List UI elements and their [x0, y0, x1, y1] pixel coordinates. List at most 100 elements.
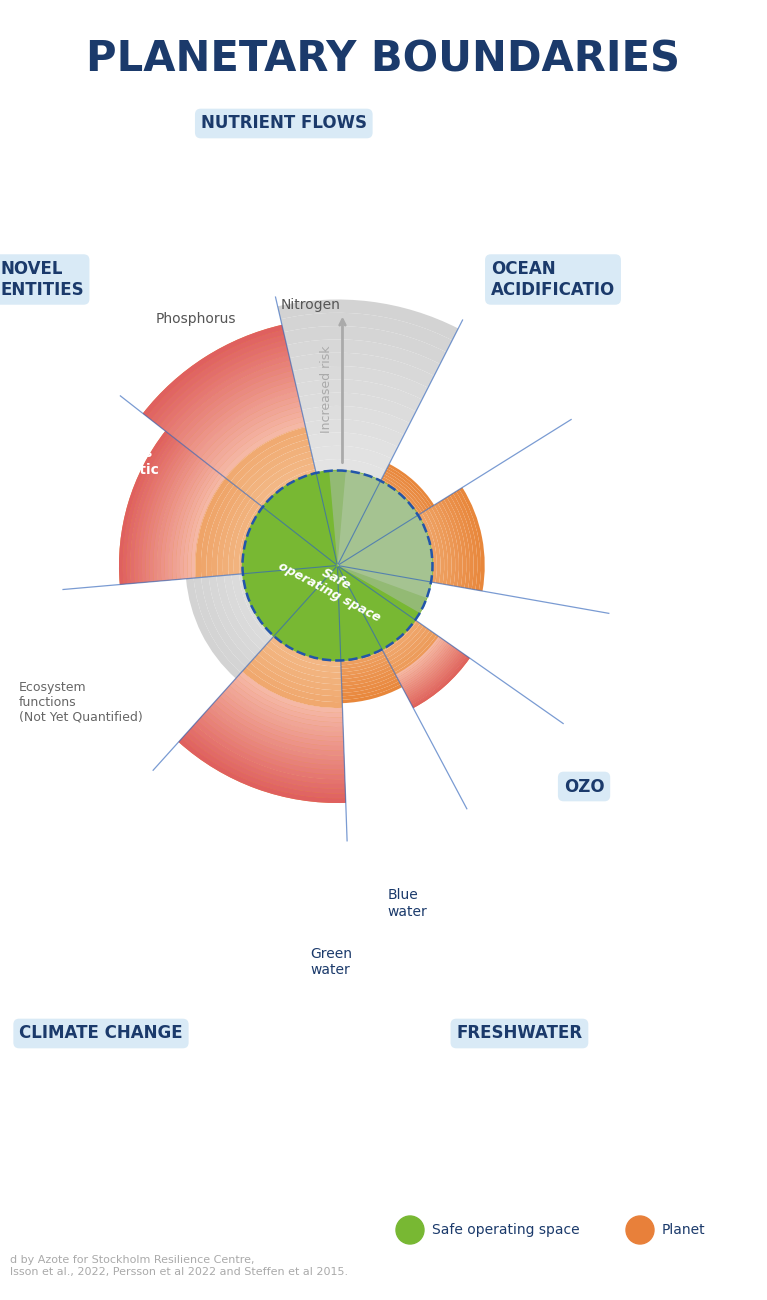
Wedge shape	[337, 563, 341, 566]
Wedge shape	[167, 355, 290, 436]
Wedge shape	[381, 536, 393, 575]
Wedge shape	[328, 554, 336, 562]
Wedge shape	[375, 540, 385, 573]
Wedge shape	[406, 649, 460, 697]
Wedge shape	[353, 554, 360, 569]
Wedge shape	[157, 455, 199, 581]
Wedge shape	[381, 619, 416, 651]
Wedge shape	[339, 599, 357, 607]
Wedge shape	[440, 499, 463, 588]
Wedge shape	[354, 586, 370, 601]
Wedge shape	[371, 497, 403, 526]
Wedge shape	[212, 488, 243, 576]
Wedge shape	[310, 549, 321, 568]
Wedge shape	[405, 649, 457, 694]
Wedge shape	[195, 720, 345, 779]
Wedge shape	[185, 472, 221, 578]
Wedge shape	[242, 667, 342, 708]
Wedge shape	[341, 663, 391, 679]
Wedge shape	[230, 680, 343, 725]
Wedge shape	[190, 724, 345, 785]
Wedge shape	[200, 396, 300, 462]
Wedge shape	[360, 517, 384, 538]
Text: Ecosystem
functions
(Not Yet Quantified): Ecosystem functions (Not Yet Quantified)	[19, 680, 143, 724]
Wedge shape	[172, 360, 291, 439]
Circle shape	[626, 1216, 654, 1244]
Wedge shape	[311, 446, 392, 471]
Wedge shape	[337, 572, 342, 576]
Wedge shape	[229, 682, 343, 727]
Wedge shape	[394, 634, 440, 676]
Wedge shape	[278, 628, 341, 655]
Wedge shape	[196, 478, 230, 578]
Wedge shape	[298, 517, 328, 539]
Wedge shape	[356, 551, 364, 569]
Wedge shape	[434, 503, 456, 586]
Wedge shape	[398, 640, 446, 683]
Wedge shape	[294, 511, 327, 536]
Wedge shape	[381, 477, 422, 515]
Wedge shape	[341, 641, 380, 655]
Wedge shape	[196, 391, 298, 459]
Wedge shape	[402, 645, 453, 690]
Wedge shape	[339, 611, 364, 620]
Wedge shape	[284, 326, 446, 364]
Wedge shape	[372, 542, 382, 573]
Wedge shape	[397, 638, 443, 680]
Wedge shape	[345, 575, 354, 584]
Wedge shape	[362, 595, 384, 615]
Wedge shape	[220, 693, 344, 741]
Wedge shape	[341, 666, 393, 682]
Wedge shape	[422, 511, 440, 584]
Wedge shape	[353, 584, 367, 598]
Wedge shape	[370, 499, 400, 528]
Wedge shape	[334, 552, 344, 566]
Wedge shape	[294, 538, 308, 569]
Wedge shape	[165, 459, 204, 581]
Wedge shape	[341, 645, 381, 658]
Wedge shape	[299, 542, 311, 569]
Text: Species
and genetic
diversity: Species and genetic diversity	[104, 796, 196, 842]
Wedge shape	[207, 707, 344, 760]
Wedge shape	[119, 432, 170, 585]
Wedge shape	[209, 407, 302, 468]
Wedge shape	[344, 559, 348, 567]
Wedge shape	[340, 614, 365, 624]
Wedge shape	[147, 330, 285, 420]
Wedge shape	[341, 555, 347, 562]
Wedge shape	[400, 524, 415, 578]
Wedge shape	[389, 628, 430, 666]
Wedge shape	[339, 608, 362, 618]
Wedge shape	[387, 467, 432, 508]
Wedge shape	[338, 590, 352, 597]
Wedge shape	[143, 325, 283, 416]
Wedge shape	[195, 720, 345, 779]
Wedge shape	[201, 577, 251, 667]
Wedge shape	[148, 330, 285, 421]
Wedge shape	[370, 604, 397, 629]
Wedge shape	[274, 632, 341, 660]
Wedge shape	[338, 584, 349, 590]
Wedge shape	[146, 447, 191, 582]
Wedge shape	[410, 654, 466, 705]
Wedge shape	[357, 589, 374, 604]
Wedge shape	[338, 577, 346, 582]
Wedge shape	[157, 455, 198, 581]
Wedge shape	[459, 488, 485, 592]
Wedge shape	[190, 474, 225, 578]
Wedge shape	[163, 458, 204, 581]
Wedge shape	[343, 552, 350, 559]
Wedge shape	[334, 566, 337, 572]
Wedge shape	[363, 547, 370, 571]
Wedge shape	[183, 733, 346, 797]
Wedge shape	[184, 376, 295, 448]
Text: Safe operating space: Safe operating space	[432, 1223, 580, 1238]
Wedge shape	[182, 373, 295, 447]
Wedge shape	[338, 593, 354, 599]
Wedge shape	[385, 624, 423, 658]
Wedge shape	[289, 506, 325, 532]
Wedge shape	[168, 462, 209, 580]
Wedge shape	[332, 562, 337, 566]
Wedge shape	[369, 543, 378, 572]
Wedge shape	[330, 566, 337, 571]
